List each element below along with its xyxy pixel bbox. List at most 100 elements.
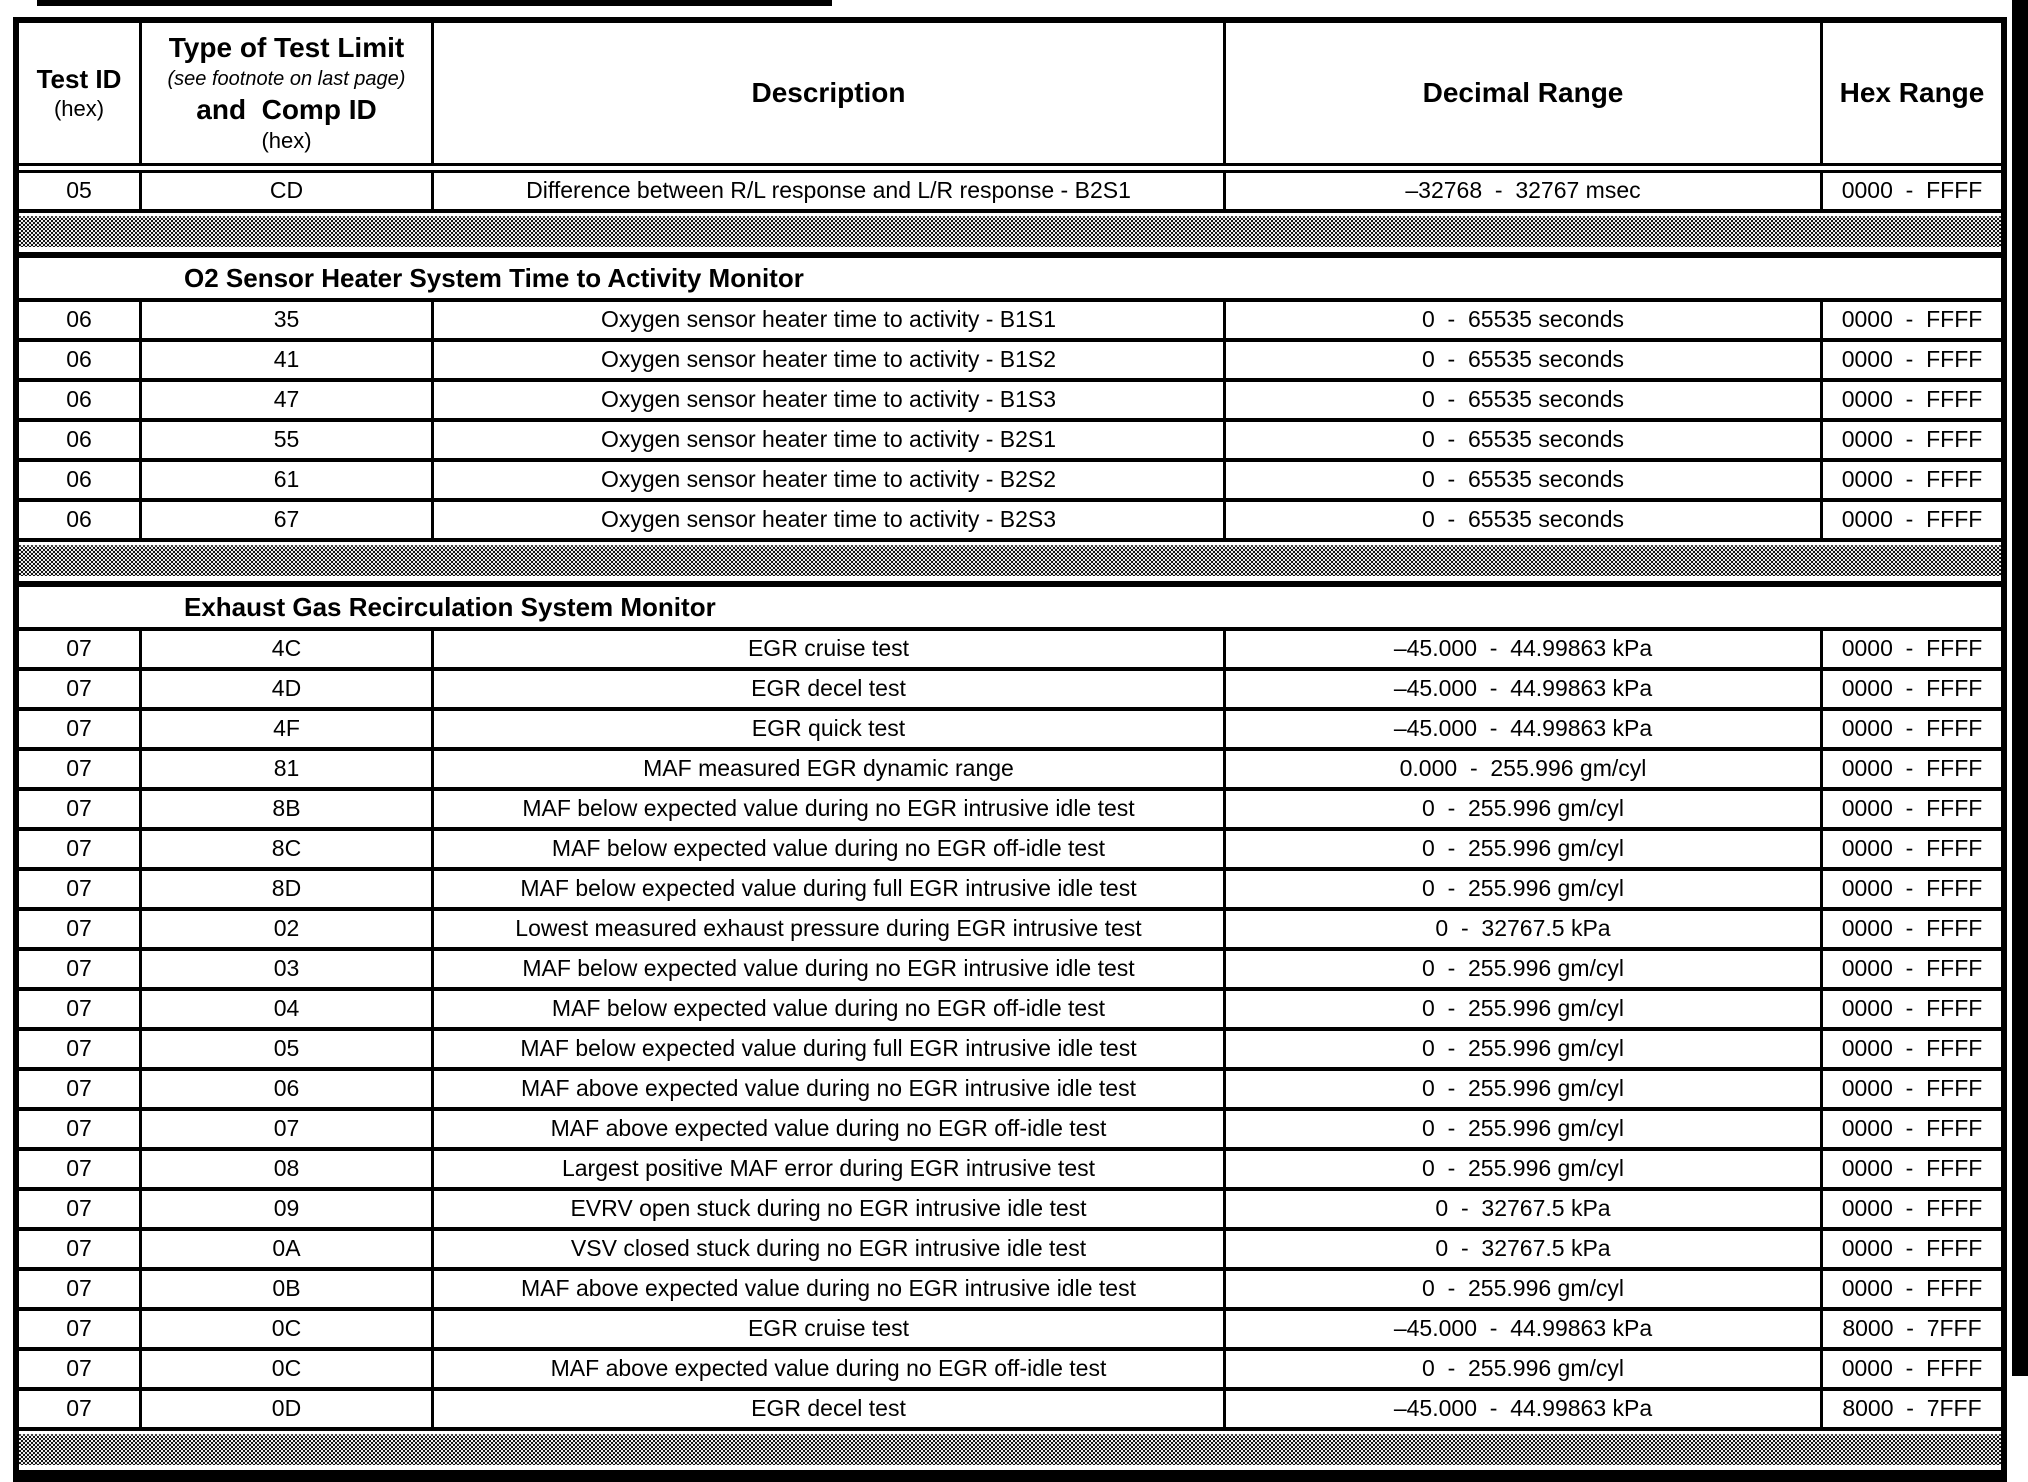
test-id-cell: 07 bbox=[19, 1391, 142, 1427]
description-cell: Oxygen sensor heater time to activity - … bbox=[434, 502, 1226, 538]
col-header-description: Description bbox=[434, 23, 1226, 163]
section-title-row: O2 Sensor Heater System Time to Activity… bbox=[19, 258, 2001, 302]
description-cell: MAF above expected value during no EGR i… bbox=[434, 1071, 1226, 1107]
hex-range-cell: 0000 - FFFF bbox=[1841, 835, 1983, 861]
decimal-range-cell: 0.000 - 255.996 gm/cyl bbox=[1226, 751, 1823, 787]
test-limits-table: Test ID (hex) Type of Test Limit (see fo… bbox=[13, 17, 2007, 1482]
hex-range-cell: 0000 - FFFF bbox=[1841, 795, 1983, 821]
table-row: 06 61 Oxygen sensor heater time to activit… bbox=[19, 462, 2001, 502]
table-body: 05 CD Difference between R/L response and … bbox=[19, 173, 2001, 1476]
section-separator bbox=[19, 545, 2001, 587]
test-id-cell: 07 bbox=[19, 1031, 142, 1067]
hex-range-cell: 0000 - FFFF bbox=[1841, 1035, 1983, 1061]
hex-range-cell: 0000 - FFFF bbox=[1841, 1355, 1983, 1381]
comp-id-cell: 67 bbox=[142, 502, 434, 538]
decimal-range-cell: 0 - 255.996 gm/cyl bbox=[1226, 1351, 1823, 1387]
description-cell: MAF below expected value during full EGR… bbox=[434, 871, 1226, 907]
table-row: 05 CD Difference between R/L response and … bbox=[19, 173, 2001, 213]
description-cell: Oxygen sensor heater time to activity - … bbox=[434, 382, 1226, 418]
col-header-test-limit: Type of Test Limit (see footnote on last… bbox=[142, 23, 434, 163]
description-cell: EVRV open stuck during no EGR intrusive … bbox=[434, 1191, 1226, 1227]
description-cell: EGR quick test bbox=[434, 711, 1226, 747]
hex-range-cell: 0000 - FFFF bbox=[1841, 1115, 1983, 1141]
decimal-range-cell: 0 - 255.996 gm/cyl bbox=[1226, 1071, 1823, 1107]
test-id-cell: 06 bbox=[19, 342, 142, 378]
hex-range-cell: 0000 - FFFF bbox=[1841, 306, 1983, 332]
comp-id-cell: 8D bbox=[142, 871, 434, 907]
decimal-range-cell: 0 - 65535 seconds bbox=[1226, 422, 1823, 458]
comp-id-cell: 02 bbox=[142, 911, 434, 947]
table-row: 07 0B MAF above expected value during no E… bbox=[19, 1271, 2001, 1311]
hex-range-cell: 0000 - FFFF bbox=[1841, 386, 1983, 412]
table-row: 07 81 MAF measured EGR dynamic range 0.000 … bbox=[19, 751, 2001, 791]
test-id-cell: 07 bbox=[19, 871, 142, 907]
test-id-cell: 07 bbox=[19, 991, 142, 1027]
table-row: 07 0C EGR cruise test –45.000 - 44.99863 kP… bbox=[19, 1311, 2001, 1351]
description-cell: MAF measured EGR dynamic range bbox=[434, 751, 1226, 787]
hex-range-cell: 0000 - FFFF bbox=[1841, 755, 1983, 781]
table-row: 07 8D MAF below expected value during full… bbox=[19, 871, 2001, 911]
hex-range-cell: 0000 - FFFF bbox=[1841, 1195, 1983, 1221]
section-title: Exhaust Gas Recirculation System Monitor bbox=[184, 592, 716, 622]
header-double-divider bbox=[19, 163, 2001, 173]
hex-range-cell: 0000 - FFFF bbox=[1841, 177, 1983, 203]
comp-id-cell: 0A bbox=[142, 1231, 434, 1267]
comp-id-cell: CD bbox=[142, 173, 434, 209]
table-row: 06 41 Oxygen sensor heater time to activit… bbox=[19, 342, 2001, 382]
comp-id-cell: 4D bbox=[142, 671, 434, 707]
comp-id-cell: 55 bbox=[142, 422, 434, 458]
description-cell: EGR cruise test bbox=[434, 1311, 1226, 1347]
test-id-cell: 06 bbox=[19, 302, 142, 338]
table-header-row: Test ID (hex) Type of Test Limit (see fo… bbox=[19, 23, 2001, 163]
hex-range-cell: 0000 - FFFF bbox=[1841, 675, 1983, 701]
hex-range-cell: 0000 - FFFF bbox=[1841, 955, 1983, 981]
test-id-cell: 07 bbox=[19, 791, 142, 827]
table-row: 07 4F EGR quick test –45.000 - 44.99863 kPa… bbox=[19, 711, 2001, 751]
dither-band bbox=[19, 1434, 2001, 1465]
col-header-limit-sub: (hex) bbox=[261, 128, 312, 153]
decimal-range-cell: 0 - 32767.5 kPa bbox=[1226, 1231, 1823, 1267]
col-header-hex-range: Hex Range bbox=[1823, 23, 2001, 163]
hex-range-cell: 8000 - 7FFF bbox=[1842, 1395, 1982, 1421]
hex-range-cell: 0000 - FFFF bbox=[1841, 715, 1983, 741]
dither-band bbox=[19, 216, 2001, 247]
decimal-range-cell: –45.000 - 44.99863 kPa bbox=[1226, 1391, 1823, 1427]
hex-range-cell: 0000 - FFFF bbox=[1841, 1275, 1983, 1301]
test-id-cell: 07 bbox=[19, 1271, 142, 1307]
table-row: 06 67 Oxygen sensor heater time to activit… bbox=[19, 502, 2001, 542]
description-cell: MAF above expected value during no EGR o… bbox=[434, 1111, 1226, 1147]
table-row: 07 09 EVRV open stuck during no EGR intrus… bbox=[19, 1191, 2001, 1231]
test-id-cell: 05 bbox=[19, 173, 142, 209]
table-row: 07 03 MAF below expected value during no E… bbox=[19, 951, 2001, 991]
decimal-range-cell: 0 - 255.996 gm/cyl bbox=[1226, 951, 1823, 987]
test-id-cell: 06 bbox=[19, 502, 142, 538]
decimal-range-cell: –45.000 - 44.99863 kPa bbox=[1226, 671, 1823, 707]
description-cell: Oxygen sensor heater time to activity - … bbox=[434, 302, 1226, 338]
description-cell: Oxygen sensor heater time to activity - … bbox=[434, 422, 1226, 458]
test-id-cell: 07 bbox=[19, 951, 142, 987]
description-cell: Oxygen sensor heater time to activity - … bbox=[434, 342, 1226, 378]
table-row: 07 4D EGR decel test –45.000 - 44.99863 kPa… bbox=[19, 671, 2001, 711]
col-header-test-id-sub: (hex) bbox=[53, 96, 105, 121]
hex-range-cell: 0000 - FFFF bbox=[1841, 875, 1983, 901]
test-id-cell: 06 bbox=[19, 382, 142, 418]
col-header-limit-title2: and Comp ID bbox=[196, 94, 377, 125]
hex-range-cell: 0000 - FFFF bbox=[1841, 1235, 1983, 1261]
test-id-cell: 07 bbox=[19, 1151, 142, 1187]
description-cell: Difference between R/L response and L/R … bbox=[434, 173, 1226, 209]
table-row: 07 8B MAF below expected value during no E… bbox=[19, 791, 2001, 831]
decimal-range-cell: 0 - 65535 seconds bbox=[1226, 342, 1823, 378]
comp-id-cell: 0D bbox=[142, 1391, 434, 1427]
table-row: 07 08 Largest positive MAF error during EG… bbox=[19, 1151, 2001, 1191]
hex-range-cell: 0000 - FFFF bbox=[1841, 1155, 1983, 1181]
test-id-cell: 07 bbox=[19, 1111, 142, 1147]
description-cell: Largest positive MAF error during EGR in… bbox=[434, 1151, 1226, 1187]
description-cell: MAF below expected value during no EGR o… bbox=[434, 991, 1226, 1027]
table-row: 07 0A VSV closed stuck during no EGR intru… bbox=[19, 1231, 2001, 1271]
comp-id-cell: 8B bbox=[142, 791, 434, 827]
decimal-range-cell: 0 - 255.996 gm/cyl bbox=[1226, 1271, 1823, 1307]
comp-id-cell: 61 bbox=[142, 462, 434, 498]
hex-range-cell: 0000 - FFFF bbox=[1841, 506, 1983, 532]
description-cell: Oxygen sensor heater time to activity - … bbox=[434, 462, 1226, 498]
test-id-cell: 06 bbox=[19, 422, 142, 458]
